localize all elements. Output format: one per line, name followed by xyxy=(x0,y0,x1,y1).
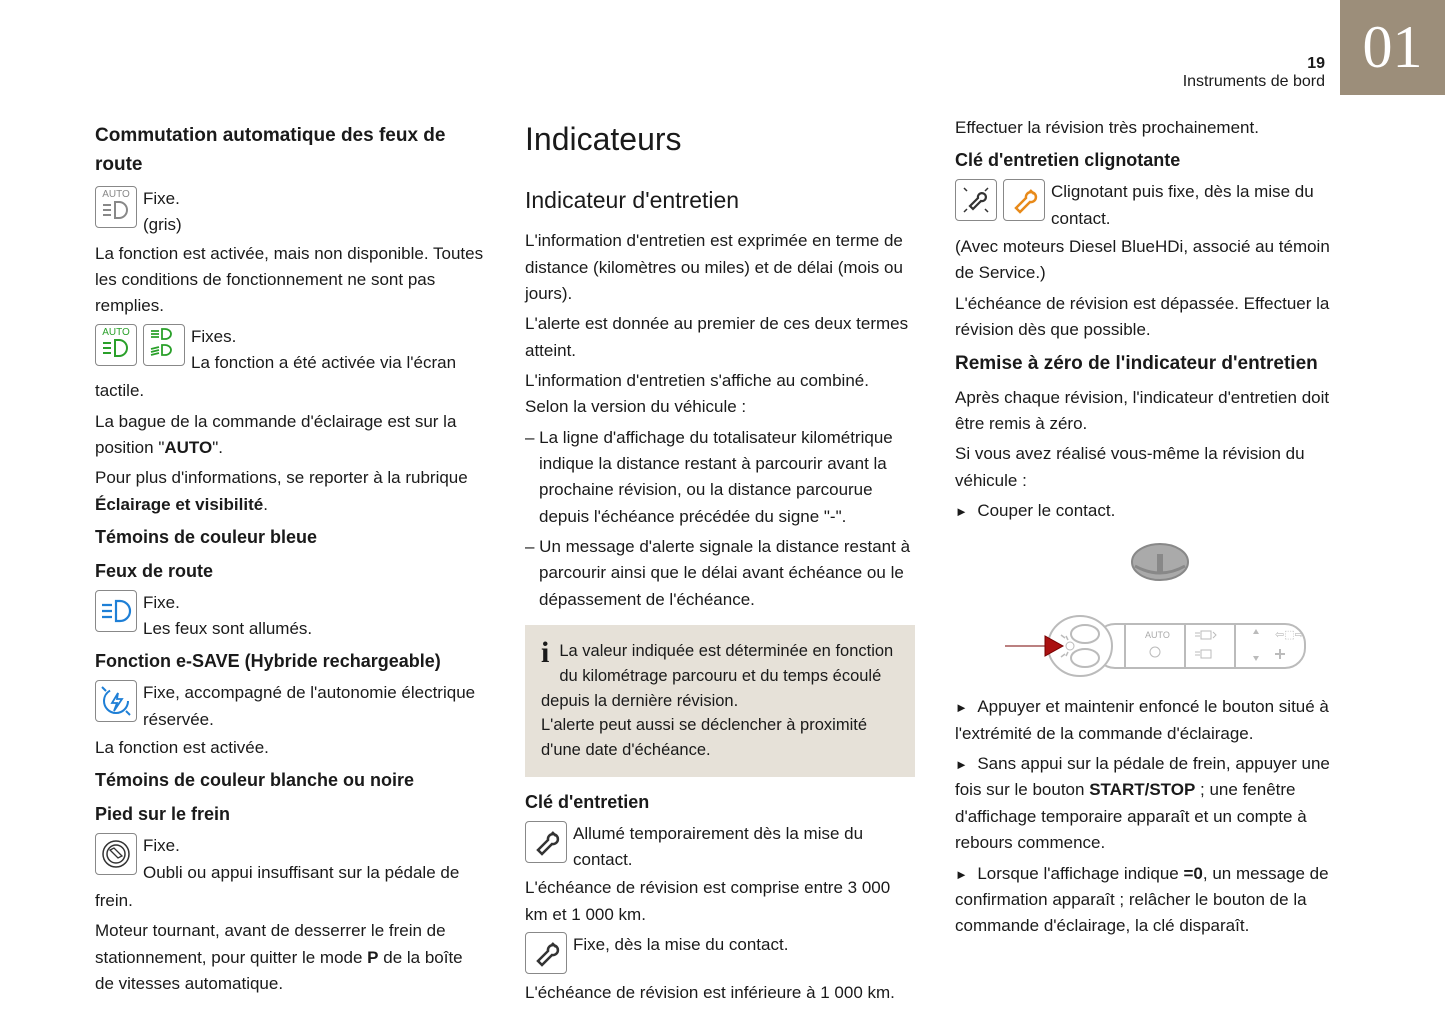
info-text: La valeur indiquée est déterminée en fon… xyxy=(541,642,893,759)
heading-reset: Remise à zéro de l'indicateur d'entretie… xyxy=(955,349,1345,378)
esave-icon xyxy=(95,680,137,722)
heading-esave: Fonction e-SAVE (Hybride rechargeable) xyxy=(95,648,485,676)
p-overdue: L'échéance de révision est dépassée. Eff… xyxy=(955,291,1345,344)
headlamp-dual-green-icon xyxy=(143,324,185,366)
heading-white-black: Témoins de couleur blanche ou noire xyxy=(95,767,485,795)
column-3: Effectuer la révision très prochainement… xyxy=(955,115,1345,1010)
column-2: Indicateurs Indicateur d'entretien L'inf… xyxy=(525,115,915,1010)
heading-indicators: Indicateurs xyxy=(525,115,915,165)
info-box: i La valeur indiquée est déterminée en f… xyxy=(525,625,915,777)
headlamp-auto-green-icon: AUTO xyxy=(95,324,137,366)
p-frein: frein. xyxy=(95,888,485,914)
fixes-green-text: Fixes. La fonction a été activée via l'é… xyxy=(191,324,485,377)
info-icon: i xyxy=(541,639,549,666)
li-alert-msg: – Un message d'alerte signale la distanc… xyxy=(525,534,915,613)
foot-brake-icon xyxy=(95,833,137,875)
fixe-gray-text: Fixe. (gris) xyxy=(143,186,485,239)
p-spanner-2: L'échéance de révision est inférieure à … xyxy=(525,980,915,1006)
headlamp-auto-gray-icon: AUTO xyxy=(95,186,137,228)
heading-spanner: Clé d'entretien xyxy=(525,789,915,817)
page-number: 19 xyxy=(1307,55,1325,72)
p-bluehdi: (Avec moteurs Diesel BlueHDi, associé au… xyxy=(955,234,1345,287)
p-alert-first: L'alerte est donnée au premier de ces de… xyxy=(525,311,915,364)
heading-foot-brake: Pied sur le frein xyxy=(95,801,485,829)
step-1: ► Couper le contact. xyxy=(955,498,1345,524)
page-header: 19 Instruments de bord xyxy=(1183,55,1325,91)
heading-blue: Témoins de couleur bleue xyxy=(95,524,485,552)
heading-service-indicator: Indicateur d'entretien xyxy=(525,183,915,219)
high-beam-text: Fixe. Les feux sont allumés. xyxy=(143,590,485,643)
step-3: ► Sans appui sur la pédale de frein, app… xyxy=(955,751,1345,856)
p-self-service: Si vous avez réalisé vous-même la révisi… xyxy=(955,441,1345,494)
esave-text: Fixe, accompagné de l'autonomie électriq… xyxy=(143,680,485,733)
li-odometer: – La ligne d'affichage du totalisateur k… xyxy=(525,425,915,530)
spanner-orange-icon xyxy=(1003,179,1045,221)
high-beam-icon xyxy=(95,590,137,632)
flashing-text: Clignotant puis fixe, dès la mise du con… xyxy=(1051,179,1345,232)
p-display-combined: L'information d'entretien s'affiche au c… xyxy=(525,368,915,421)
spanner-flashing-icon xyxy=(955,179,997,221)
p-esave: La fonction est activée. xyxy=(95,735,485,761)
svg-text:⇦⬚⇨: ⇦⬚⇨ xyxy=(1275,629,1304,641)
p-lighting-ring: La bague de la commande d'éclairage est … xyxy=(95,409,485,462)
heading-high-beam: Feux de route xyxy=(95,558,485,586)
p-spanner-1: L'échéance de révision est comprise entr… xyxy=(525,875,915,928)
foot-brake-text: Fixe. Oubli ou appui insuffisant sur la … xyxy=(143,833,485,886)
column-1: Commutation automatique des feux de rout… xyxy=(95,115,485,1010)
chapter-tab: 01 xyxy=(1340,0,1445,95)
spanner-1-text: Allumé temporairement dès la mise du con… xyxy=(573,821,915,874)
p-tactile: tactile. xyxy=(95,378,485,404)
heading-commutation: Commutation automatique des feux de rout… xyxy=(95,121,485,180)
breadcrumb: Instruments de bord xyxy=(1183,73,1325,90)
p-service-info: L'information d'entretien est exprimée e… xyxy=(525,228,915,307)
step-4: ► Lorsque l'affichage indique =0, un mes… xyxy=(955,861,1345,940)
spanner-2-text: Fixe, dès la mise du contact. xyxy=(573,932,915,958)
p-more-info: Pour plus d'informations, se reporter à … xyxy=(95,465,485,518)
lighting-stalk-diagram: AUTO ⇦⬚⇨ xyxy=(985,534,1315,684)
p-engine-running: Moteur tournant, avant de desserrer le f… xyxy=(95,918,485,997)
p-activated-unavailable: La fonction est activée, mais non dispon… xyxy=(95,241,485,320)
p-after-service: Après chaque révision, l'indicateur d'en… xyxy=(955,385,1345,438)
heading-spanner-flashing: Clé d'entretien clignotante xyxy=(955,147,1345,175)
spanner-icon xyxy=(525,821,567,863)
p-service-soon: Effectuer la révision très prochainement… xyxy=(955,115,1345,141)
spanner-icon-2 xyxy=(525,932,567,974)
diagram-auto-label: AUTO xyxy=(1145,630,1170,640)
